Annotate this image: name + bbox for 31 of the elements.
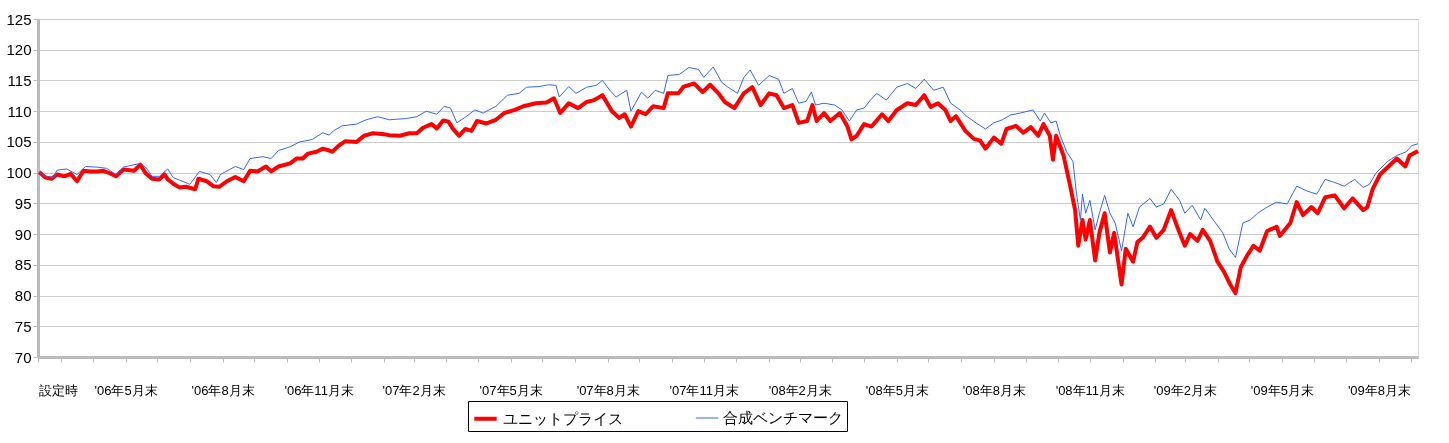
line-series [38, 66, 1419, 258]
x-tick-label: '07年5月末 [479, 382, 543, 398]
y-tick-label: 95 [14, 194, 32, 212]
x-tick-label: '09年2月末 [1153, 382, 1217, 398]
x-tick-label: '06年8月末 [191, 382, 255, 398]
legend-label: 合成ベンチマーク [723, 409, 843, 426]
y-tick-label: 100 [6, 164, 32, 182]
x-tick-label: 設定時 [38, 382, 78, 398]
x-tick-label: '08年5月末 [865, 382, 929, 398]
x-tick-label: '07年8月末 [576, 382, 640, 398]
y-tick-label: 85 [14, 256, 32, 274]
x-tick-label: '09年5月末 [1250, 382, 1314, 398]
x-tick-label: '06年5月末 [94, 382, 158, 398]
y-tick-label: 105 [6, 133, 32, 151]
x-tick-label: '07年11月末 [669, 382, 739, 398]
y-tick-label: 120 [6, 41, 32, 59]
x-tick-label: '07年2月末 [382, 382, 446, 398]
x-tick-label: '08年11月末 [1055, 382, 1126, 398]
x-tick-label: '08年2月末 [768, 382, 832, 398]
y-tick-label: 80 [14, 287, 32, 305]
y-tick-label: 75 [14, 317, 32, 335]
x-tick-label: '09年8月末 [1347, 382, 1412, 398]
y-tick-label: 70 [14, 348, 32, 366]
legend-label: ユニットプライス [503, 409, 623, 427]
x-tick-label: '06年11月末 [284, 382, 354, 398]
y-tick-label: 90 [14, 225, 32, 243]
x-tick-label: '08年8月末 [962, 382, 1026, 398]
y-tick-label: 110 [7, 102, 32, 120]
y-tick-label: 125 [6, 10, 32, 28]
line-series [37, 81, 1420, 296]
y-tick-label: 115 [7, 71, 32, 89]
